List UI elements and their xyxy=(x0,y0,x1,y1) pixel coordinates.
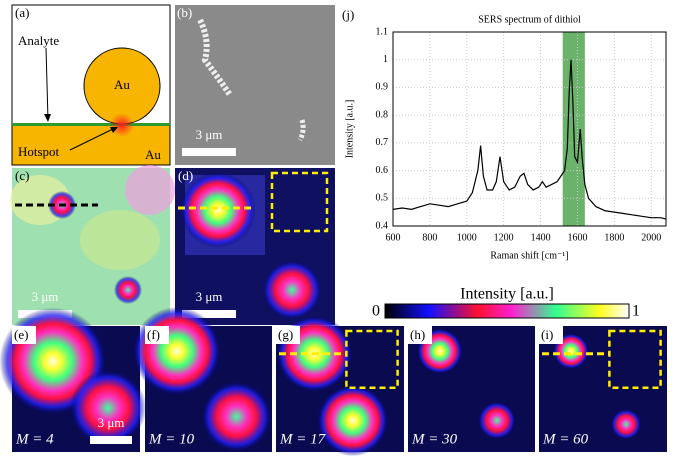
panel-label: (e) xyxy=(14,327,28,342)
panel-label: (d) xyxy=(178,168,193,183)
intensity-spot xyxy=(132,306,222,396)
caption: M = 4 xyxy=(15,431,54,447)
annotation: Au xyxy=(114,77,130,92)
y-tick-label: 0.4 xyxy=(376,220,389,231)
x-tick-label: 1400 xyxy=(531,232,551,243)
scale-label: 3 μm xyxy=(32,289,59,304)
label-bg xyxy=(408,326,432,344)
y-tick-label: 0.9 xyxy=(376,82,389,93)
panel-d: (d) 3 μm xyxy=(175,168,335,325)
x-tick-label: 600 xyxy=(386,232,401,243)
panel-label: (h) xyxy=(410,327,425,342)
annotation: Analyte xyxy=(18,33,59,48)
x-tick-label: 1800 xyxy=(604,232,624,243)
scale-label: 3 μm xyxy=(196,289,223,304)
x-tick-label: 1600 xyxy=(567,232,587,243)
colorbar-max: 1 xyxy=(632,303,640,320)
scale-label: 3 μm xyxy=(196,127,223,142)
intensity-spot xyxy=(316,384,389,457)
spectrum-line xyxy=(392,59,667,220)
y-tick-label: 0.8 xyxy=(376,109,389,120)
panel-label: (b) xyxy=(177,5,192,20)
y-tick-label: 0.5 xyxy=(376,193,389,204)
colorbar: Intensity [a.u.] 0 1 xyxy=(372,286,640,320)
scale-label: 3 μm xyxy=(98,415,125,430)
chart: 600 800 1000 1200 1400 1600 1800 2000 0.4 0.5 0.6 0… xyxy=(344,14,667,261)
panel-c: (c) 3 μm xyxy=(10,165,175,325)
intensity-spot xyxy=(477,401,516,440)
label-bg xyxy=(12,326,36,344)
intensity-spot xyxy=(200,381,272,453)
panel-label: (f) xyxy=(147,327,160,342)
plot-frame xyxy=(392,31,667,227)
panel-label: (a) xyxy=(15,5,29,20)
intensity-spot xyxy=(610,408,642,440)
label-bg xyxy=(145,326,169,344)
panel-label: (c) xyxy=(15,168,29,183)
colorbar-min: 0 xyxy=(372,303,380,320)
caption: M = 10 xyxy=(148,431,195,447)
annotation: Au xyxy=(145,147,161,162)
label-bg xyxy=(539,326,563,344)
x-tick-label: 2000 xyxy=(641,232,661,243)
y-tick-label: 1 xyxy=(383,54,388,65)
panel-label: (j) xyxy=(342,7,354,22)
y-tick-label: 0.6 xyxy=(376,165,389,176)
annotation: Hotspot xyxy=(18,144,60,159)
panel-label: (i) xyxy=(541,327,553,342)
plot-area xyxy=(393,32,666,226)
x-tick-label: 800 xyxy=(422,232,437,243)
y-tick-label: 1.1 xyxy=(376,26,389,37)
caption: M = 30 xyxy=(411,431,458,447)
intensity-spot xyxy=(69,369,147,447)
panel-label: (g) xyxy=(278,327,293,342)
roi-box xyxy=(608,329,662,389)
scale-bar xyxy=(90,436,132,444)
x-tick-label: 1200 xyxy=(494,232,514,243)
panel-b: (b) 3 μm xyxy=(175,5,335,165)
caption: M = 17 xyxy=(279,431,327,447)
caption: M = 60 xyxy=(542,431,589,447)
reconstructions: (e) M = 4 3 μm (f) M = 10 (g) M = 17 (h) M = 30 (… xyxy=(0,306,667,457)
colorbar-title: Intensity [a.u.] xyxy=(460,286,554,303)
x-axis-label: Raman shift [cm⁻¹] xyxy=(490,250,568,261)
y-tick-label: 0.7 xyxy=(376,137,389,148)
panel-a: (a) Analyte Au Hotspot Au xyxy=(11,4,171,166)
x-tick-label: 1000 xyxy=(457,232,477,243)
chart-title: SERS spectrum of dithiol xyxy=(478,14,581,25)
y-axis-label: Intensity [a.u.] xyxy=(344,100,355,159)
label-bg xyxy=(276,326,300,344)
roi-box xyxy=(345,329,399,389)
